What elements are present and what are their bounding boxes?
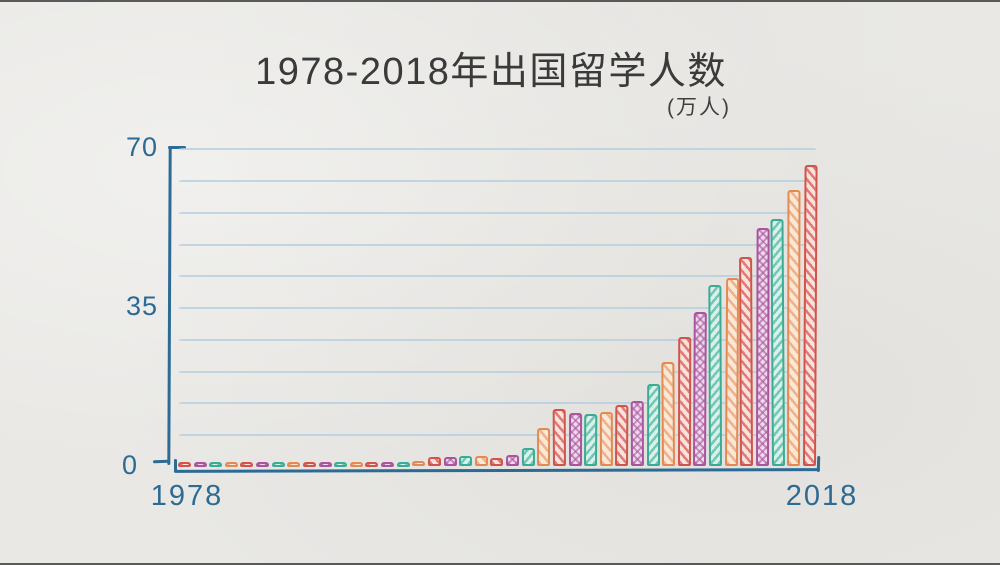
x-axis-left-tick [174, 459, 177, 472]
bar-2014 [739, 257, 754, 467]
bar-1996 [459, 456, 473, 466]
gridline-49 [179, 243, 813, 246]
bar-1995 [443, 456, 457, 467]
chart-unit-label: (万人) [667, 96, 731, 119]
y-axis-line [167, 145, 172, 466]
gridline-70 [179, 148, 816, 151]
bar-2010 [677, 336, 692, 466]
bar-2015 [755, 228, 770, 467]
bar-1987 [318, 461, 332, 467]
bar-1984 [271, 461, 285, 467]
bar-1980 [209, 461, 223, 467]
y-tick-label-70: 70 [125, 132, 158, 163]
gridline-21 [179, 370, 816, 373]
bar-2012 [708, 284, 723, 467]
bar-2016 [770, 218, 785, 467]
bar-1992 [396, 461, 410, 467]
bar-2008 [646, 384, 660, 467]
gridline-42 [179, 275, 815, 278]
gridline-56 [179, 211, 817, 214]
bar-1993 [412, 461, 426, 467]
bar-1982 [240, 461, 254, 467]
bar-1978 [178, 461, 192, 467]
bar-1985 [287, 461, 301, 467]
gridline-28 [179, 338, 810, 341]
bar-2002 [552, 409, 566, 467]
bar-2007 [630, 400, 644, 467]
screen-edge-bottom [0, 563, 1000, 565]
bar-2017 [787, 189, 801, 466]
bar-2000 [521, 448, 535, 467]
bar-1999 [506, 455, 520, 467]
screen-edge-top [0, 0, 1000, 2]
y-axis-zero-tick [152, 459, 171, 464]
bar-2003 [568, 412, 582, 466]
chart-title: 1978-2018年出国留学人数 [255, 51, 727, 93]
bar-2009 [661, 361, 676, 467]
bar-1998 [490, 457, 504, 467]
bar-1990 [365, 461, 379, 467]
bar-2005 [599, 412, 613, 467]
bar-1994 [427, 457, 441, 467]
bar-1986 [302, 461, 316, 467]
y-tick-label-0: 0 [121, 450, 138, 480]
bar-2006 [615, 405, 629, 467]
gridline-14 [179, 402, 812, 405]
bar-2011 [693, 311, 708, 467]
y-axis-top-tick [168, 146, 186, 149]
bar-2018 [802, 165, 818, 467]
gridline-35 [179, 307, 818, 310]
x-axis-right-tick [816, 455, 821, 473]
bar-1981 [224, 461, 238, 467]
y-tick-label-35: 35 [125, 291, 158, 322]
bar-1983 [256, 461, 270, 467]
bar-2004 [584, 413, 598, 467]
gridline-7 [179, 434, 819, 437]
x-tick-label-1978: 1978 [150, 480, 224, 512]
bar-1979 [193, 461, 207, 467]
bar-2001 [537, 427, 551, 467]
bar-2013 [724, 278, 739, 467]
x-axis-line [173, 468, 821, 473]
bar-1991 [381, 461, 395, 467]
bar-1989 [349, 461, 363, 467]
bar-1988 [334, 461, 348, 467]
x-tick-label-2018: 2018 [785, 480, 859, 512]
bar-1997 [474, 455, 488, 467]
gridline-63 [179, 179, 811, 182]
